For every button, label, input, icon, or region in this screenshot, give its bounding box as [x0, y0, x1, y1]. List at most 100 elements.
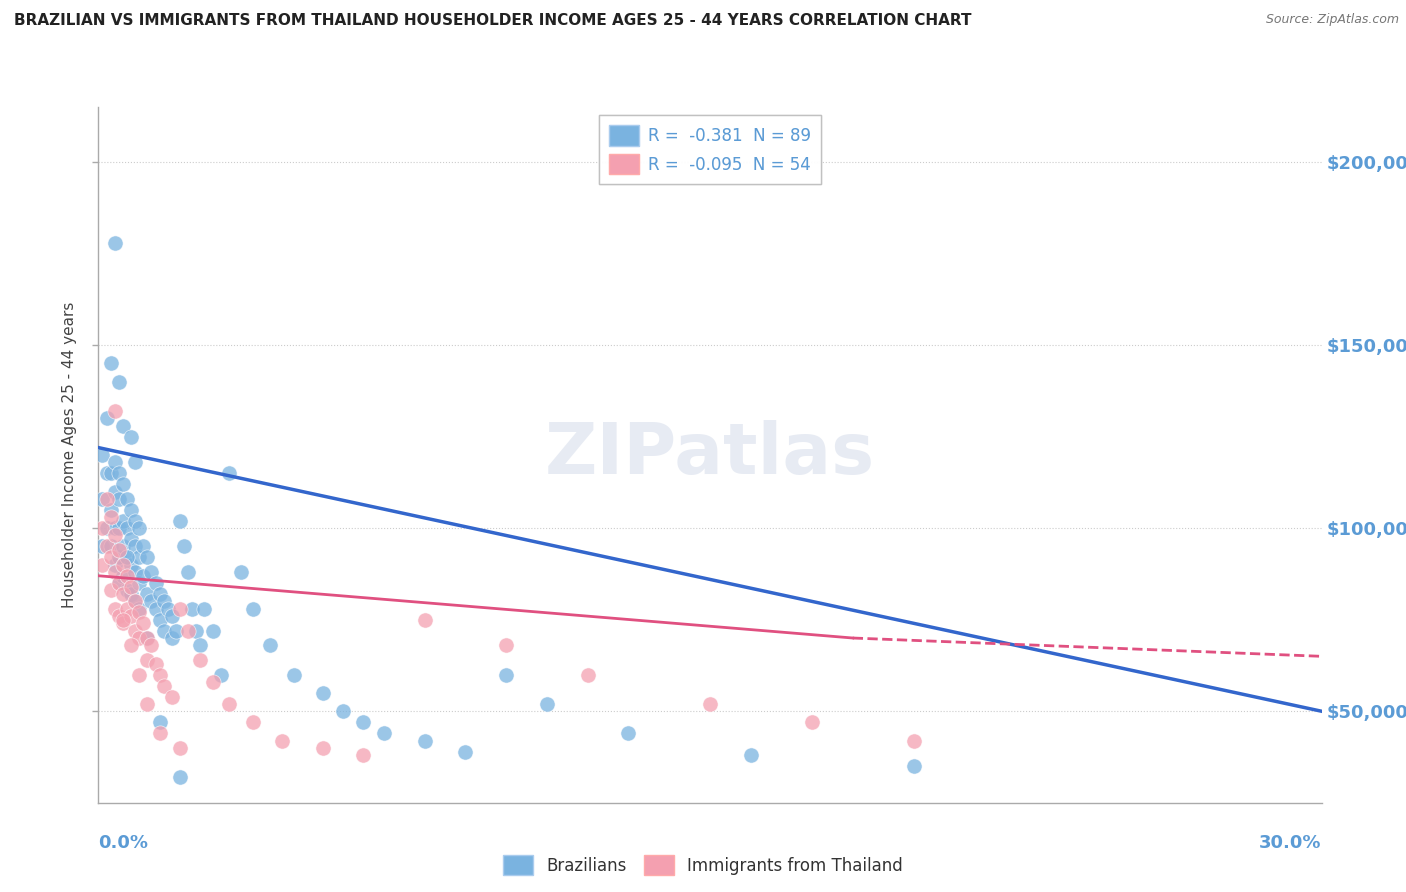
Point — [149, 726, 172, 740]
Point — [128, 576, 150, 591]
Point — [111, 418, 134, 433]
Point — [100, 503, 122, 517]
Point — [104, 558, 127, 572]
Point — [242, 601, 264, 615]
Point — [120, 532, 142, 546]
Point — [454, 745, 477, 759]
Point — [156, 601, 179, 615]
Point — [177, 624, 200, 638]
Point — [283, 667, 305, 681]
Point — [120, 609, 142, 624]
Point — [120, 503, 142, 517]
Point — [108, 375, 131, 389]
Point — [136, 631, 159, 645]
Point — [120, 429, 142, 443]
Point — [145, 601, 167, 615]
Point — [104, 235, 127, 250]
Point — [108, 521, 131, 535]
Point — [193, 601, 215, 615]
Point — [332, 704, 354, 718]
Point — [132, 540, 155, 554]
Point — [145, 657, 167, 671]
Point — [495, 638, 517, 652]
Point — [152, 624, 174, 638]
Point — [91, 491, 114, 506]
Point — [201, 675, 224, 690]
Point — [149, 715, 172, 730]
Point — [111, 616, 134, 631]
Point — [108, 543, 131, 558]
Point — [141, 594, 163, 608]
Text: 30.0%: 30.0% — [1260, 834, 1322, 852]
Point — [124, 594, 146, 608]
Point — [181, 601, 204, 615]
Point — [104, 565, 127, 579]
Point — [352, 748, 374, 763]
Point — [801, 715, 824, 730]
Point — [495, 667, 517, 681]
Point — [111, 587, 134, 601]
Point — [740, 748, 762, 763]
Point — [136, 653, 159, 667]
Point — [120, 587, 142, 601]
Point — [132, 568, 155, 582]
Text: Source: ZipAtlas.com: Source: ZipAtlas.com — [1265, 13, 1399, 27]
Point — [312, 686, 335, 700]
Point — [160, 631, 183, 645]
Point — [136, 550, 159, 565]
Point — [128, 631, 150, 645]
Point — [108, 467, 131, 481]
Point — [617, 726, 640, 740]
Point — [201, 624, 224, 638]
Text: BRAZILIAN VS IMMIGRANTS FROM THAILAND HOUSEHOLDER INCOME AGES 25 - 44 YEARS CORR: BRAZILIAN VS IMMIGRANTS FROM THAILAND HO… — [14, 13, 972, 29]
Point — [136, 587, 159, 601]
Point — [165, 624, 187, 638]
Point — [120, 558, 142, 572]
Point — [115, 491, 138, 506]
Point — [413, 733, 436, 747]
Point — [100, 356, 122, 370]
Point — [259, 638, 281, 652]
Point — [141, 565, 163, 579]
Point — [91, 448, 114, 462]
Point — [132, 616, 155, 631]
Point — [231, 565, 253, 579]
Point — [104, 484, 127, 499]
Point — [91, 521, 114, 535]
Point — [120, 638, 142, 652]
Point — [124, 594, 146, 608]
Point — [100, 467, 122, 481]
Point — [115, 568, 138, 582]
Point — [124, 514, 146, 528]
Point — [100, 583, 122, 598]
Point — [124, 624, 146, 638]
Point — [96, 540, 118, 554]
Point — [209, 667, 232, 681]
Point — [96, 491, 118, 506]
Point — [413, 613, 436, 627]
Point — [111, 558, 134, 572]
Point — [108, 576, 131, 591]
Y-axis label: Householder Income Ages 25 - 44 years: Householder Income Ages 25 - 44 years — [62, 301, 77, 608]
Point — [104, 521, 127, 535]
Text: ZIPatlas: ZIPatlas — [546, 420, 875, 490]
Point — [100, 550, 122, 565]
Point — [903, 759, 925, 773]
Point — [111, 613, 134, 627]
Point — [169, 770, 191, 784]
Point — [242, 715, 264, 730]
Point — [218, 697, 240, 711]
Point — [312, 740, 335, 755]
Point — [218, 467, 240, 481]
Point — [115, 583, 138, 598]
Point — [149, 613, 172, 627]
Point — [128, 667, 150, 681]
Point — [100, 510, 122, 524]
Point — [96, 521, 118, 535]
Point — [188, 653, 212, 667]
Point — [115, 521, 138, 535]
Point — [169, 514, 191, 528]
Point — [111, 540, 134, 554]
Point — [124, 540, 146, 554]
Point — [115, 601, 138, 615]
